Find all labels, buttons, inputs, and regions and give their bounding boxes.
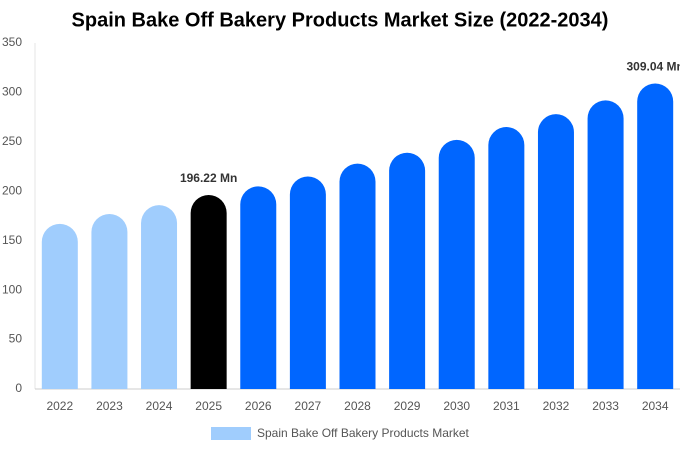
x-tick-label: 2024 bbox=[146, 399, 173, 413]
bar bbox=[438, 139, 475, 389]
x-tick-label: 2023 bbox=[96, 399, 123, 413]
x-tick-label: 2030 bbox=[443, 399, 470, 413]
y-tick-label: 300 bbox=[2, 85, 22, 99]
legend-swatch bbox=[211, 427, 251, 440]
bar bbox=[339, 163, 376, 389]
y-tick-label: 50 bbox=[9, 332, 23, 346]
y-tick-label: 250 bbox=[2, 134, 22, 148]
x-tick-label: 2025 bbox=[195, 399, 222, 413]
x-tick-label: 2027 bbox=[295, 399, 322, 413]
bar bbox=[537, 114, 574, 390]
value-label: 309.04 Mn bbox=[627, 60, 680, 74]
y-tick-label: 100 bbox=[2, 282, 22, 296]
legend-label: Spain Bake Off Bakery Products Market bbox=[257, 426, 470, 440]
bar bbox=[637, 83, 674, 389]
y-tick-label: 350 bbox=[2, 35, 22, 49]
y-tick-label: 200 bbox=[2, 183, 22, 197]
x-tick-label: 2034 bbox=[642, 399, 669, 413]
x-tick-label: 2029 bbox=[394, 399, 421, 413]
x-tick-label: 2026 bbox=[245, 399, 272, 413]
x-tick-label: 2031 bbox=[493, 399, 520, 413]
bar bbox=[190, 195, 227, 389]
x-tick-label: 2033 bbox=[592, 399, 619, 413]
bar bbox=[91, 214, 128, 389]
x-tick-label: 2032 bbox=[543, 399, 570, 413]
y-tick-label: 150 bbox=[2, 233, 22, 247]
x-tick-label: 2028 bbox=[344, 399, 371, 413]
bar bbox=[389, 152, 426, 389]
bar bbox=[587, 100, 624, 389]
bar bbox=[141, 205, 178, 389]
bar bbox=[488, 127, 525, 390]
chart-title: Spain Bake Off Bakery Products Market Si… bbox=[72, 9, 609, 31]
bar bbox=[41, 223, 78, 389]
x-tick-label: 2022 bbox=[46, 399, 73, 413]
y-tick-label: 0 bbox=[15, 381, 22, 395]
bar bbox=[289, 176, 326, 389]
value-label: 196.22 Mn bbox=[180, 171, 237, 185]
bar bbox=[240, 186, 277, 389]
